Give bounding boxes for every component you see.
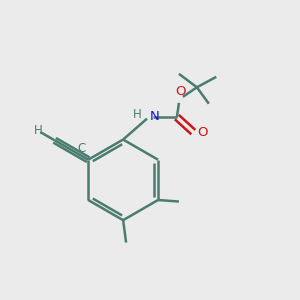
- Text: N: N: [150, 110, 160, 123]
- Text: C: C: [77, 142, 85, 155]
- Text: H: H: [133, 108, 142, 121]
- Text: O: O: [175, 85, 186, 98]
- Text: O: O: [197, 126, 207, 139]
- Text: H: H: [33, 124, 42, 137]
